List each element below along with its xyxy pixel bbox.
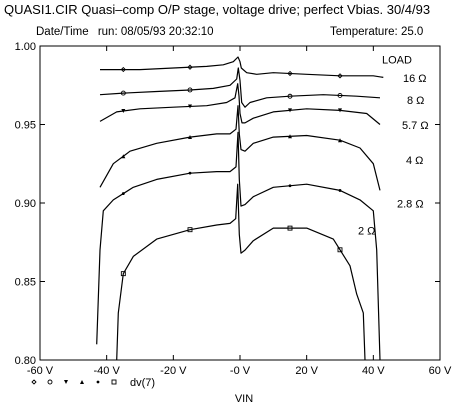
series-marker [188, 135, 192, 140]
series-marker [64, 380, 68, 384]
series-marker [120, 66, 126, 73]
series-marker [287, 93, 293, 99]
date-label: Date/Time [36, 26, 89, 38]
series-marker [96, 380, 100, 384]
series-marker [337, 73, 343, 79]
plot-frame [39, 45, 441, 361]
x-tick-label: 20 V [295, 365, 318, 377]
y-tick-label: 0.90 [15, 198, 36, 210]
series-1 [99, 67, 381, 108]
x-axis-label: VIN [235, 393, 253, 405]
x-tick-label: 60 V [429, 365, 452, 377]
series-marker [187, 87, 193, 93]
series-5 [116, 183, 366, 361]
series-label: 2 Ω [358, 225, 375, 237]
series-line [99, 83, 381, 125]
series-marker [187, 64, 193, 70]
x-tick-label: -40 V [94, 365, 121, 377]
series-marker [121, 192, 125, 195]
series-marker [121, 109, 126, 114]
series-marker [287, 225, 293, 231]
series-label: 8 Ω [407, 95, 424, 107]
series-marker [120, 90, 126, 96]
y-tick-label: 0.85 [15, 277, 36, 289]
series-marker [188, 171, 192, 175]
legend-title: LOAD [382, 54, 412, 66]
series-0 [100, 56, 384, 79]
series-2 [99, 83, 381, 125]
y-tick-label: 0.95 [15, 120, 36, 132]
run-info: Date/Time run: 08/05/93 20:32:10 [36, 26, 214, 38]
series-marker [80, 380, 84, 384]
series-marker [288, 134, 292, 139]
series-marker [288, 184, 292, 188]
x-tick-label: 40 V [362, 365, 385, 377]
series-label: 4 Ω [406, 155, 423, 167]
axes: -60 V -40 V -20 V -0 V 20 V 40 V 60 V 0.80 0.85 0… [15, 41, 452, 377]
y-tick-label: 1.00 [15, 41, 36, 53]
annotations: LOAD 16 Ω 8 Ω 5.7 Ω 4 Ω 2.8 Ω 2 Ω dv(7) VIN [31, 54, 429, 405]
series-line [99, 67, 381, 108]
series-marker [187, 227, 193, 233]
x-tick-label: -60 V [27, 365, 54, 377]
series-group [96, 56, 384, 361]
temperature-label: Temperature: 25.0 [330, 26, 424, 38]
series-label: 2.8 Ω [397, 199, 424, 211]
series-marker [337, 247, 343, 253]
series-marker [188, 104, 192, 109]
series-marker [120, 271, 126, 277]
series-4 [96, 131, 381, 361]
series-marker [338, 108, 342, 113]
page-title: QUASI1.CIR Quasi–comp O/P stage, voltage… [4, 2, 431, 17]
series-label: 16 Ω [403, 73, 427, 85]
series-line [100, 56, 384, 78]
legend-expression: dv(7) [130, 377, 155, 389]
series-3 [99, 105, 381, 191]
series-marker [121, 154, 126, 159]
series-marker [31, 379, 37, 385]
series-line [116, 183, 366, 361]
series-marker [287, 70, 293, 77]
series-marker [338, 138, 342, 143]
y-tick-label: 0.80 [15, 355, 36, 367]
series-line [99, 105, 381, 191]
series-marker [47, 379, 53, 385]
x-tick-label: -20 V [160, 365, 187, 377]
marker-legend: dv(7) [31, 377, 155, 389]
date-value: run: 08/05/93 20:32:10 [97, 26, 214, 38]
series-marker [111, 379, 117, 385]
series-marker [337, 93, 343, 98]
x-tick-label: -0 V [230, 365, 251, 377]
series-marker [338, 189, 342, 192]
series-marker [288, 108, 292, 113]
series-label: 5.7 Ω [402, 120, 429, 132]
